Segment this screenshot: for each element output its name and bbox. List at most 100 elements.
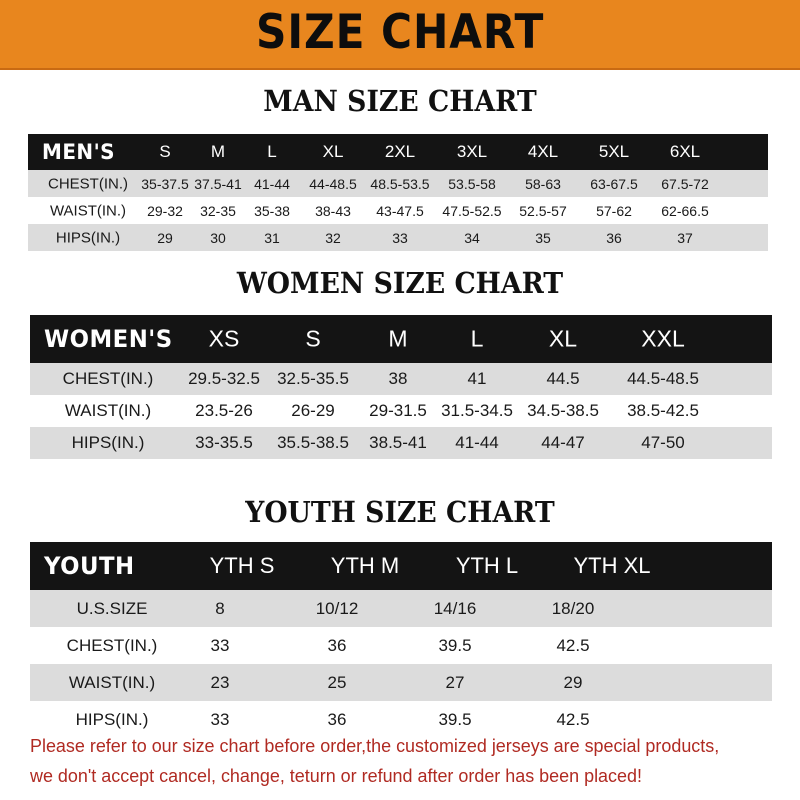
men-cell: 41-44 <box>254 175 290 192</box>
women-cell: 38.5-42.5 <box>627 401 699 420</box>
youth-cell: 23 <box>210 672 230 692</box>
men-cell: 29-32 <box>147 202 183 219</box>
men-cell: 30 <box>210 229 226 246</box>
men-cell: 29 <box>157 229 173 246</box>
men-cell: 43-47.5 <box>376 202 424 219</box>
women-row-label: CHEST(IN.) <box>62 369 154 388</box>
page-banner: SIZE CHART <box>0 0 800 70</box>
men-cell: 32-35 <box>200 202 236 219</box>
youth-cell: 8 <box>215 598 225 618</box>
youth-column-header: YTH M <box>330 553 400 578</box>
men-table-header: MEN'S S M L XL 2XL 3XL 4XL 5XL 6XL <box>28 134 768 170</box>
men-size-table: MEN'S S M L XL 2XL 3XL 4XL 5XL 6XL CHEST(IN.) 35-… <box>28 134 768 251</box>
youth-size-table: YOUTH YTH S YTH M YTH L YTH XL U.S.SIZE 8 10/… <box>30 542 772 738</box>
women-cell: 41 <box>467 369 487 388</box>
women-cell: 34.5-38.5 <box>527 401 599 420</box>
youth-cell: 36 <box>327 709 347 729</box>
women-column-header: XXL <box>641 325 685 352</box>
youth-cell: 25 <box>327 672 347 692</box>
table-row: WAIST(IN.) 23.5-26 26-29 29-31.5 31.5-34.5 34… <box>30 395 772 427</box>
women-cell: 44.5-48.5 <box>627 369 699 388</box>
table-row: U.S.SIZE 8 10/12 14/16 18/20 <box>30 590 772 627</box>
men-cell: 47.5-52.5 <box>442 202 502 219</box>
table-row: CHEST(IN.) 29.5-32.5 32.5-35.5 38 41 44.5 44.5… <box>30 363 772 395</box>
men-cell: 33 <box>392 229 408 246</box>
men-cell: 37.5-41 <box>194 175 242 192</box>
order-policy-note-line1: Please refer to our size chart before or… <box>30 735 720 756</box>
men-cell: 48.5-53.5 <box>370 175 430 192</box>
youth-cell: 33 <box>210 635 230 655</box>
men-cell: 38-43 <box>315 202 351 219</box>
page-title: SIZE CHART <box>255 5 545 60</box>
man-section-title: MAN SIZE CHART <box>263 84 537 118</box>
youth-row-label: CHEST(IN.) <box>66 635 158 655</box>
women-column-header: M <box>388 325 408 352</box>
youth-row-label: U.S.SIZE <box>76 598 148 618</box>
order-policy-note-line2: we don't accept cancel, change, teturn o… <box>30 765 642 786</box>
women-table-body: CHEST(IN.) 29.5-32.5 32.5-35.5 38 41 44.5 44.5… <box>30 363 772 459</box>
women-cell: 44.5 <box>546 369 580 388</box>
youth-cell: 14/16 <box>433 598 477 618</box>
women-row-label: WAIST(IN.) <box>64 401 152 420</box>
men-column-header: 4XL <box>527 142 559 161</box>
youth-cell: 29 <box>563 672 583 692</box>
women-cell: 29-31.5 <box>369 401 427 420</box>
women-header-label: WOMEN'S <box>44 325 173 353</box>
men-cell: 36 <box>606 229 622 246</box>
men-column-header: 2XL <box>384 142 416 161</box>
women-row-label: HIPS(IN.) <box>71 433 145 452</box>
youth-header-label: YOUTH <box>44 552 135 580</box>
youth-cell: 42.5 <box>556 709 590 729</box>
youth-column-header: YTH XL <box>573 553 651 578</box>
women-cell: 26-29 <box>291 401 335 420</box>
women-cell: 29.5-32.5 <box>188 369 260 388</box>
table-row: HIPS(IN.) 29 30 31 32 33 34 35 36 37 <box>28 224 768 251</box>
youth-cell: 36 <box>327 635 347 655</box>
women-column-header: XL <box>548 325 578 352</box>
men-cell: 58-63 <box>525 175 561 192</box>
youth-cell: 10/12 <box>315 598 359 618</box>
women-section-title: WOMEN SIZE CHART <box>236 266 564 300</box>
women-table-header: WOMEN'S XS S M L XL XXL <box>30 315 772 363</box>
youth-column-header: YTH S <box>209 553 275 578</box>
men-cell: 63-67.5 <box>590 175 638 192</box>
women-size-table: WOMEN'S XS S M L XL XXL CHEST(IN.) 29.5-32.5 32… <box>30 315 772 459</box>
men-column-header: M <box>210 142 226 161</box>
women-cell: 35.5-38.5 <box>277 433 349 452</box>
women-column-header: S <box>305 325 321 352</box>
men-cell: 53.5-58 <box>448 175 496 192</box>
men-row-label: CHEST(IN.) <box>48 175 128 192</box>
youth-cell: 42.5 <box>556 635 590 655</box>
women-cell: 47-50 <box>641 433 685 452</box>
men-cell: 35 <box>535 229 551 246</box>
men-cell: 44-48.5 <box>309 175 357 192</box>
women-cell: 38.5-41 <box>369 433 427 452</box>
men-cell: 67.5-72 <box>661 175 709 192</box>
women-cell: 31.5-34.5 <box>441 401 513 420</box>
women-cell: 38 <box>388 369 408 388</box>
men-table-body: CHEST(IN.) 35-37.5 37.5-41 41-44 44-48.5 48.5… <box>28 170 768 251</box>
youth-cell: 33 <box>210 709 230 729</box>
youth-cell: 27 <box>445 672 465 692</box>
women-column-header: L <box>470 325 484 352</box>
youth-column-header: YTH L <box>455 553 519 578</box>
men-cell: 35-37.5 <box>141 175 189 192</box>
men-cell: 52.5-57 <box>519 202 567 219</box>
youth-table-body: U.S.SIZE 8 10/12 14/16 18/20 CHEST(IN.) 33 36 39… <box>30 590 772 738</box>
men-column-header: 6XL <box>669 142 701 161</box>
men-column-header: XL <box>322 142 344 161</box>
table-row: WAIST(IN.) 23 25 27 29 <box>30 664 772 701</box>
women-cell: 33-35.5 <box>195 433 253 452</box>
youth-table-header: YOUTH YTH S YTH M YTH L YTH XL <box>30 542 772 590</box>
men-column-header: 5XL <box>598 142 630 161</box>
men-header-label: MEN'S <box>42 140 116 164</box>
table-row: CHEST(IN.) 33 36 39.5 42.5 <box>30 627 772 664</box>
youth-section-title: YOUTH SIZE CHART <box>245 495 555 529</box>
men-cell: 34 <box>464 229 480 246</box>
table-row: HIPS(IN.) 33 36 39.5 42.5 <box>30 701 772 738</box>
women-cell: 32.5-35.5 <box>277 369 349 388</box>
men-column-header: S <box>159 142 171 161</box>
men-cell: 37 <box>677 229 693 246</box>
men-cell: 32 <box>325 229 341 246</box>
